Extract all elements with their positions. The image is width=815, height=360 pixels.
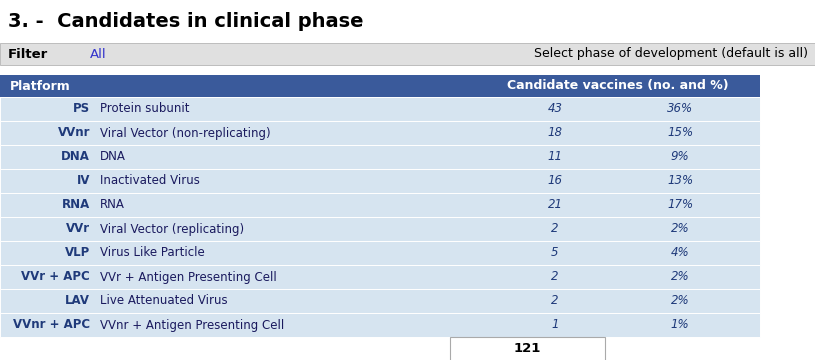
FancyBboxPatch shape [0,121,760,145]
Text: Platform: Platform [10,80,71,93]
Text: IV: IV [77,175,90,188]
FancyBboxPatch shape [0,145,760,169]
Text: VVr + APC: VVr + APC [21,270,90,284]
Text: 2%: 2% [671,270,689,284]
Text: PS: PS [73,103,90,116]
Text: All: All [90,48,107,60]
FancyBboxPatch shape [0,289,760,313]
FancyBboxPatch shape [0,265,760,289]
Text: 4%: 4% [671,247,689,260]
Text: 2: 2 [551,222,559,235]
Text: Viral Vector (replicating): Viral Vector (replicating) [100,222,244,235]
Text: 2: 2 [551,294,559,307]
FancyBboxPatch shape [0,169,760,193]
FancyBboxPatch shape [0,313,760,337]
FancyBboxPatch shape [450,337,605,360]
Text: VLP: VLP [64,247,90,260]
Text: RNA: RNA [62,198,90,211]
Text: 9%: 9% [671,150,689,163]
Text: Viral Vector (non-replicating): Viral Vector (non-replicating) [100,126,271,139]
Text: Candidate vaccines (no. and %): Candidate vaccines (no. and %) [507,80,729,93]
Text: Inactivated Virus: Inactivated Virus [100,175,200,188]
Text: 18: 18 [548,126,562,139]
FancyBboxPatch shape [0,43,815,65]
Text: 121: 121 [513,342,541,356]
FancyBboxPatch shape [0,97,760,121]
Text: DNA: DNA [100,150,126,163]
FancyBboxPatch shape [0,241,760,265]
Text: VVr + Antigen Presenting Cell: VVr + Antigen Presenting Cell [100,270,277,284]
Text: 1%: 1% [671,319,689,332]
Text: VVnr + Antigen Presenting Cell: VVnr + Antigen Presenting Cell [100,319,284,332]
FancyBboxPatch shape [0,217,760,241]
Text: Virus Like Particle: Virus Like Particle [100,247,205,260]
Text: 2: 2 [551,270,559,284]
FancyBboxPatch shape [0,193,760,217]
Text: 17%: 17% [667,198,693,211]
Text: VVnr: VVnr [58,126,90,139]
Text: 5: 5 [551,247,559,260]
Text: Protein subunit: Protein subunit [100,103,190,116]
Text: VVr: VVr [66,222,90,235]
Text: RNA: RNA [100,198,125,211]
Text: 13%: 13% [667,175,693,188]
Text: 36%: 36% [667,103,693,116]
FancyBboxPatch shape [0,75,760,97]
Text: DNA: DNA [61,150,90,163]
Text: 2%: 2% [671,294,689,307]
Text: LAV: LAV [65,294,90,307]
Text: 3. -  Candidates in clinical phase: 3. - Candidates in clinical phase [8,12,363,31]
Text: VVnr + APC: VVnr + APC [13,319,90,332]
Text: Filter: Filter [8,48,48,60]
Text: 21: 21 [548,198,562,211]
Text: 16: 16 [548,175,562,188]
Text: 43: 43 [548,103,562,116]
Text: 11: 11 [548,150,562,163]
Text: Live Attenuated Virus: Live Attenuated Virus [100,294,227,307]
Text: 1: 1 [551,319,559,332]
Text: 15%: 15% [667,126,693,139]
Text: 2%: 2% [671,222,689,235]
Text: Select phase of development (default is all): Select phase of development (default is … [534,48,808,60]
